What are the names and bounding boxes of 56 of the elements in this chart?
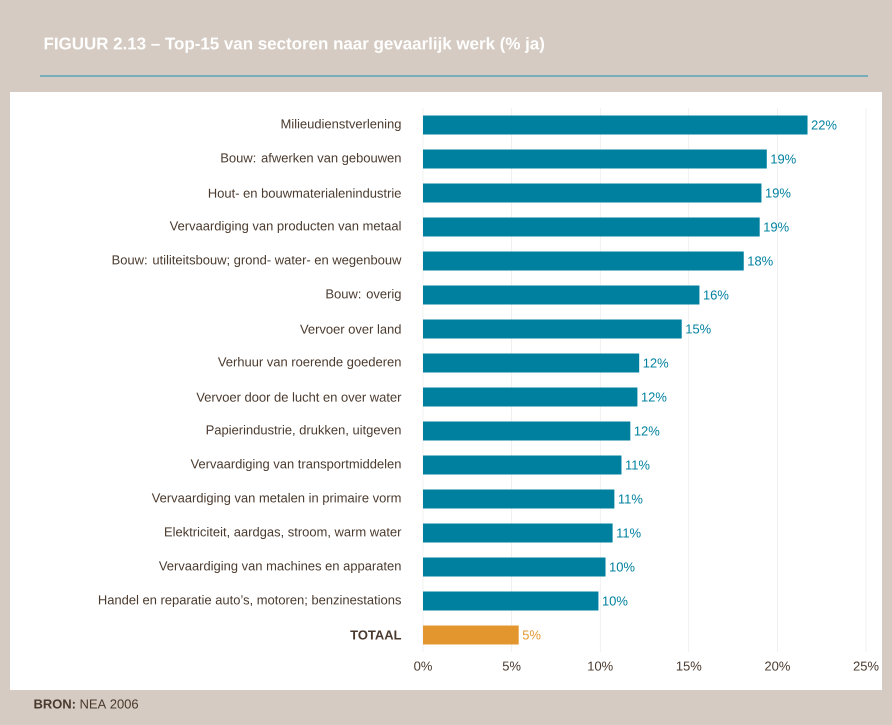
data-label: 16% (704, 290, 728, 300)
bar (423, 557, 606, 576)
data-label: 10% (602, 596, 628, 606)
y-tick-label: Bouw: overig (326, 288, 401, 302)
bar (423, 115, 808, 134)
bar (423, 387, 638, 406)
y-tick-label: Vervoer over land (300, 324, 401, 334)
y-tick-label: Milieudienstverlening (282, 118, 401, 132)
bar (423, 149, 767, 168)
y-tick-label: Handel en reparatie auto’s, motoren; benzinestations (98, 594, 401, 608)
x-tick-label: 15% (676, 662, 702, 671)
data-label: 19% (766, 188, 790, 198)
y-tick-label: Elektriciteit, aardgas, stroom, warm water (165, 526, 402, 540)
bar (423, 455, 622, 474)
data-label: 22% (812, 120, 837, 130)
y-tick-label: Bouw: afwerken van gebouwen (221, 152, 401, 166)
data-label: 10% (610, 562, 635, 572)
y-tick-label: Vervaardiging van metalen in primaire vorm (152, 492, 401, 506)
bar (423, 217, 760, 236)
y-tick-label: Hout- en bouwmaterialenindustrie (208, 188, 401, 198)
x-tick-label: 5% (502, 662, 521, 671)
data-label: 11% (626, 460, 650, 470)
bar (423, 251, 744, 270)
bar (423, 183, 762, 202)
data-label: 18% (748, 256, 773, 266)
data-label: 12% (644, 358, 668, 368)
bar (423, 591, 598, 610)
bar (423, 319, 682, 338)
y-tick-label: Papierindustrie, drukken, uitgeven (206, 424, 401, 438)
bar (423, 353, 640, 372)
y-tick-label: Vervaardiging van producten van metaal (170, 220, 401, 234)
x-tick-label: 10% (588, 662, 613, 671)
data-label: 11% (617, 528, 641, 538)
bar (423, 625, 519, 644)
data-label: 19% (771, 154, 796, 164)
x-tick-label: 25% (854, 662, 879, 671)
data-label: 11% (618, 494, 642, 504)
x-tick-label: 0% (414, 662, 432, 671)
y-tick-label: Bouw: utiliteitsbouw; grond- water- en wegenbouw (112, 254, 402, 268)
data-label: 5% (522, 630, 540, 640)
y-tick-label: Vervaardiging van transportmiddelen (190, 458, 401, 472)
chart-title: FIGUUR 2.13 – Top-15 van sectoren naar gevaarlijk werk (% ja) (44, 37, 544, 53)
bar (423, 523, 613, 542)
data-label: 12% (642, 392, 666, 402)
data-label: 19% (764, 222, 789, 232)
data-label: 12% (634, 426, 660, 436)
x-tick-label: 20% (765, 662, 790, 671)
bar (423, 285, 700, 304)
y-tick-label: Verhuur van roerende goederen (218, 356, 401, 370)
data-label: 15% (686, 324, 711, 334)
text: BRON: NEA 2006 (34, 699, 138, 709)
bar (423, 421, 630, 440)
y-tick-label: Vervoer door de lucht en over water (196, 392, 402, 402)
y-tick-label: Vervaardiging van machines en apparaten (158, 560, 401, 574)
bar (423, 489, 614, 508)
y-tick-label: TOTAAL (350, 630, 402, 640)
